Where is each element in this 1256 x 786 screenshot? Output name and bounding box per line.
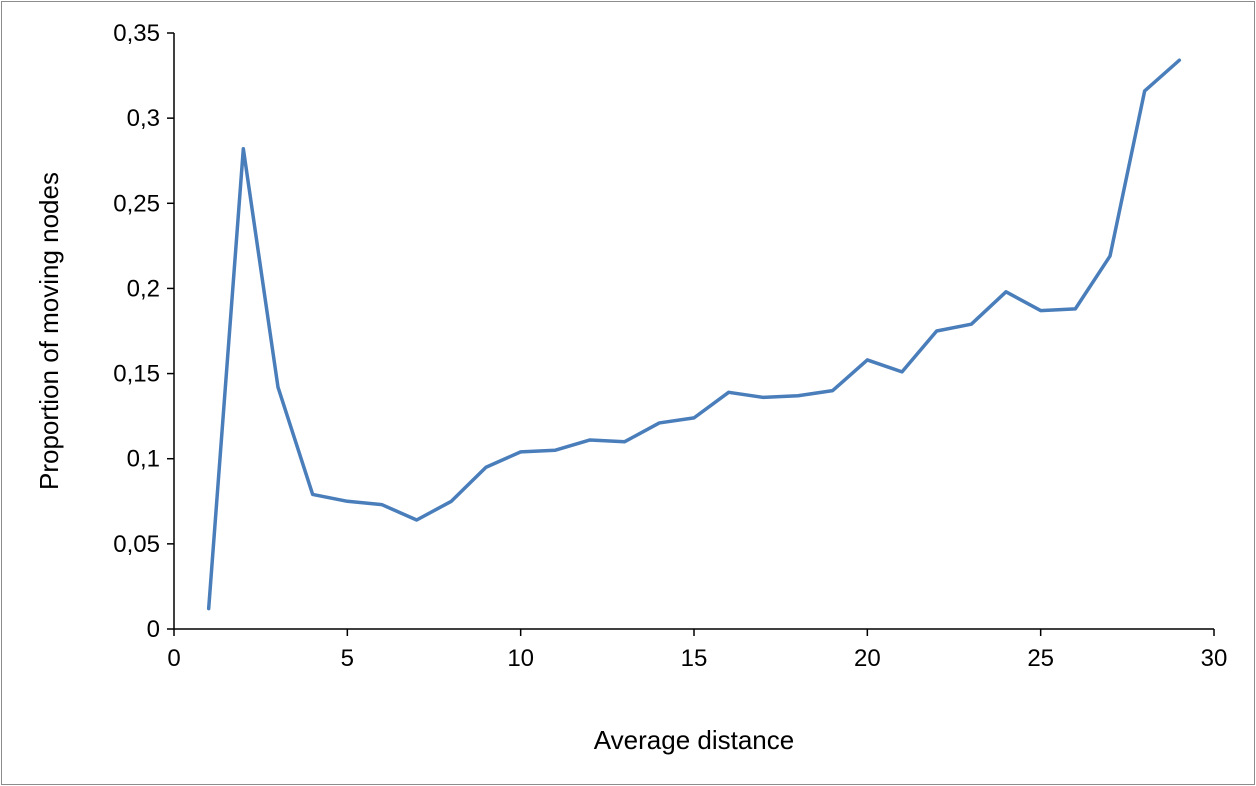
y-tick-label: 0,2	[127, 275, 160, 302]
x-tick-label: 10	[507, 645, 534, 672]
x-tick-label: 25	[1027, 645, 1054, 672]
y-tick-label: 0,35	[113, 20, 160, 47]
x-tick-label: 0	[167, 645, 180, 672]
y-axis-title: Proportion of moving nodes	[34, 172, 64, 490]
x-axis-title: Average distance	[594, 725, 794, 755]
y-ticks: 0 0,05 0,1 0,15 0,2 0,25 0,3 0,35	[113, 20, 174, 643]
y-tick-label: 0,1	[127, 446, 160, 473]
y-tick-label: 0,05	[113, 531, 160, 558]
x-ticks: 0 5 10 15 20 25 30	[167, 629, 1227, 672]
y-tick-label: 0,25	[113, 190, 160, 217]
series-line	[206, 58, 1182, 611]
y-tick-label: 0	[147, 616, 160, 643]
x-tick-label: 30	[1201, 645, 1228, 672]
series-layer	[206, 58, 1182, 611]
x-tick-label: 15	[681, 645, 708, 672]
y-tick-label: 0,15	[113, 361, 160, 388]
y-tick-label: 0,3	[127, 105, 160, 132]
x-tick-label: 20	[854, 645, 881, 672]
x-tick-label: 5	[341, 645, 354, 672]
axes	[173, 33, 1214, 630]
